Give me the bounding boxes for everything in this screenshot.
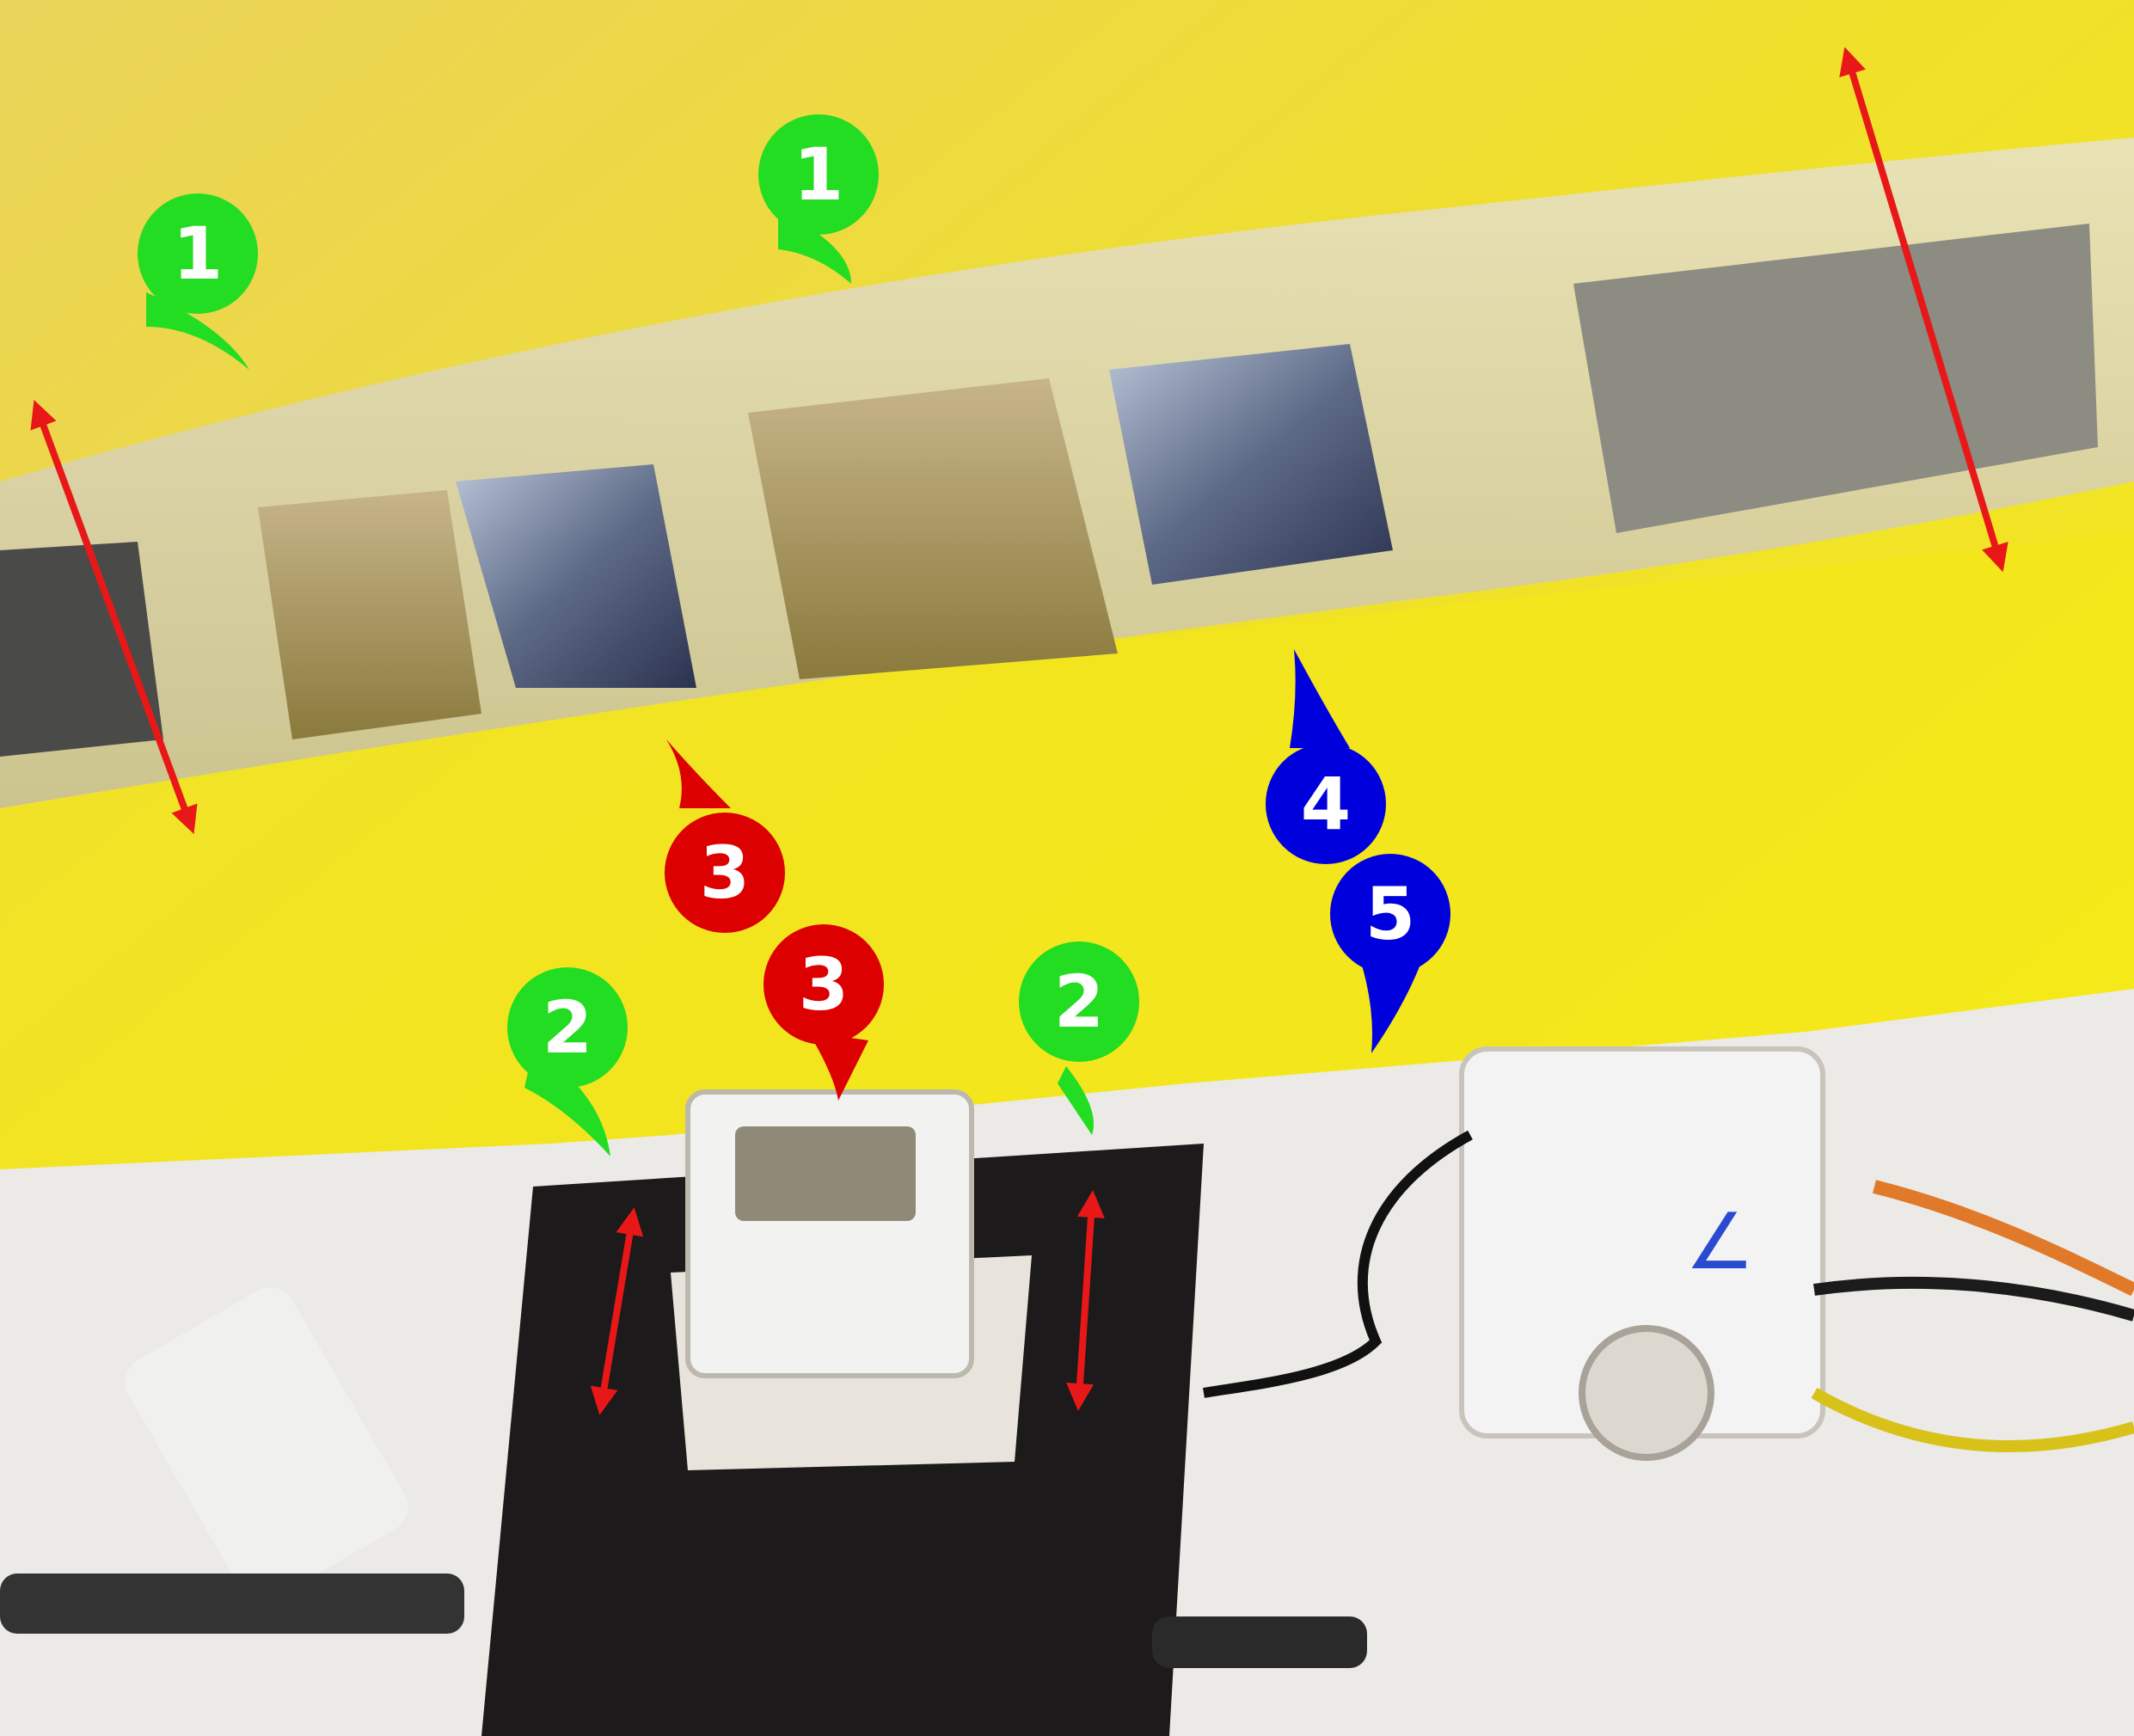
metal-pin <box>1152 1616 1367 1668</box>
marker-1-left: 1 <box>138 193 258 370</box>
orange-wire <box>1873 1180 2134 1297</box>
dark-wire <box>1813 1276 2134 1322</box>
marker-4: 4 <box>1266 649 1386 864</box>
marker-3-lower: 3 <box>763 924 884 1101</box>
felt-pad-left <box>0 542 163 757</box>
svg-text:1: 1 <box>794 132 843 217</box>
arrow-bracket-right <box>1066 1190 1105 1411</box>
svg-text:3: 3 <box>700 831 750 915</box>
spring-rod <box>0 1573 464 1634</box>
marker-2-left: 2 <box>507 967 628 1156</box>
svg-text:5: 5 <box>1365 872 1415 956</box>
connector-screw-hole <box>1579 1325 1714 1461</box>
svg-text:1: 1 <box>173 212 223 296</box>
svg-text:2: 2 <box>1054 960 1104 1044</box>
marker-3-upper: 3 <box>665 739 785 933</box>
arrow-right-strip <box>1839 46 2008 573</box>
steel-magnet-1 <box>456 464 696 688</box>
gold-magnet-2 <box>748 378 1118 679</box>
left-post <box>125 1287 408 1602</box>
handwritten-mark: ∠ <box>1685 1197 1755 1287</box>
steel-magnet-2 <box>1109 344 1393 585</box>
upper-strip <box>0 138 2134 808</box>
marker-2-right: 2 <box>1019 942 1139 1135</box>
measurement-arrows <box>30 46 2008 1415</box>
svg-text:4: 4 <box>1301 762 1351 846</box>
arrow-bracket-left <box>590 1207 644 1415</box>
center-latch-magnet <box>735 1126 916 1221</box>
marker-5: 5 <box>1330 854 1450 1053</box>
gold-magnet-1 <box>258 490 481 739</box>
marker-1-right: 1 <box>758 114 879 284</box>
arrow-left-strip <box>30 399 198 835</box>
svg-text:3: 3 <box>799 942 849 1027</box>
yellow-wire <box>1811 1387 2134 1452</box>
black-wire <box>1203 1130 1473 1398</box>
svg-text:2: 2 <box>543 985 592 1070</box>
